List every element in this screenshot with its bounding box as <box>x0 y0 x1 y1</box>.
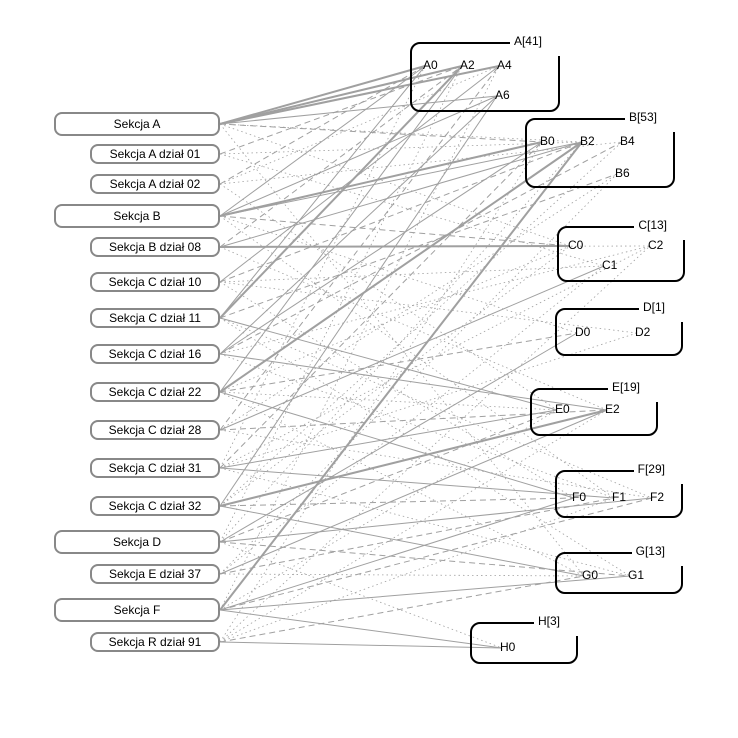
left-node-L3: Sekcja B <box>54 204 220 228</box>
edge-layer <box>0 0 738 738</box>
edge-L14-E0 <box>220 410 557 610</box>
left-node-L8: Sekcja C dział 22 <box>90 382 220 402</box>
left-node-L4: Sekcja B dział 08 <box>90 237 220 257</box>
edge-L9-F2 <box>220 430 652 498</box>
left-node-L10: Sekcja C dział 31 <box>90 458 220 478</box>
edge-L14-H0 <box>220 610 502 648</box>
edge-L10-C2 <box>220 246 650 468</box>
edge-L0-A0 <box>220 66 425 124</box>
edge-L11-C0 <box>220 246 570 506</box>
edge-L1-A2 <box>220 66 462 154</box>
edge-L12-H0 <box>220 542 502 648</box>
edge-L14-F2 <box>220 498 652 610</box>
left-node-L5: Sekcja C dział 10 <box>90 272 220 292</box>
left-node-L0: Sekcja A <box>54 112 220 136</box>
edge-L10-D2 <box>220 333 637 468</box>
edge-L7-B0 <box>220 142 542 354</box>
edge-L7-E2 <box>220 354 607 410</box>
edge-L3-F1 <box>220 216 614 498</box>
edge-L8-G0 <box>220 392 584 576</box>
edge-L15-B0 <box>220 142 542 642</box>
edge-L3-B0 <box>220 142 542 216</box>
left-node-L9: Sekcja C dział 28 <box>90 420 220 440</box>
edge-L10-A0 <box>220 66 425 468</box>
edge-L9-A4 <box>220 66 499 430</box>
edge-L0-C0 <box>220 124 570 246</box>
edge-L12-E0 <box>220 410 557 542</box>
edge-L3-D0 <box>220 216 577 333</box>
edge-L0-A4 <box>220 66 499 124</box>
left-node-L2: Sekcja A dział 02 <box>90 174 220 194</box>
edge-L5-F0 <box>220 282 574 498</box>
edge-L6-G1 <box>220 318 630 576</box>
edge-L7-A6 <box>220 96 497 354</box>
edge-L15-H0 <box>220 642 502 648</box>
edge-L1-C1 <box>220 154 604 266</box>
edge-L2-A0 <box>220 66 425 184</box>
left-node-L1: Sekcja A dział 01 <box>90 144 220 164</box>
left-node-L6: Sekcja C dział 11 <box>90 308 220 328</box>
edge-L10-E0 <box>220 410 557 468</box>
left-node-L7: Sekcja C dział 16 <box>90 344 220 364</box>
edge-L11-B4 <box>220 142 622 506</box>
left-node-L11: Sekcja C dział 32 <box>90 496 220 516</box>
left-node-L15: Sekcja R dział 91 <box>90 632 220 652</box>
edge-L0-G0 <box>220 124 584 576</box>
edge-L15-E2 <box>220 410 607 642</box>
edge-L7-B4 <box>220 142 622 354</box>
edge-L10-F1 <box>220 468 614 498</box>
edge-L6-A2 <box>220 66 462 318</box>
edge-L14-G1 <box>220 576 630 610</box>
left-node-L14: Sekcja F <box>54 598 220 622</box>
left-node-L13: Sekcja E dział 37 <box>90 564 220 584</box>
edge-L0-B2 <box>220 124 582 142</box>
edge-L10-G1 <box>220 468 630 576</box>
edge-L6-F2 <box>220 318 652 498</box>
left-node-L12: Sekcja D <box>54 530 220 554</box>
edge-L9-C1 <box>220 266 604 430</box>
edge-L4-A2 <box>220 66 462 247</box>
edge-L13-B6 <box>220 174 617 574</box>
